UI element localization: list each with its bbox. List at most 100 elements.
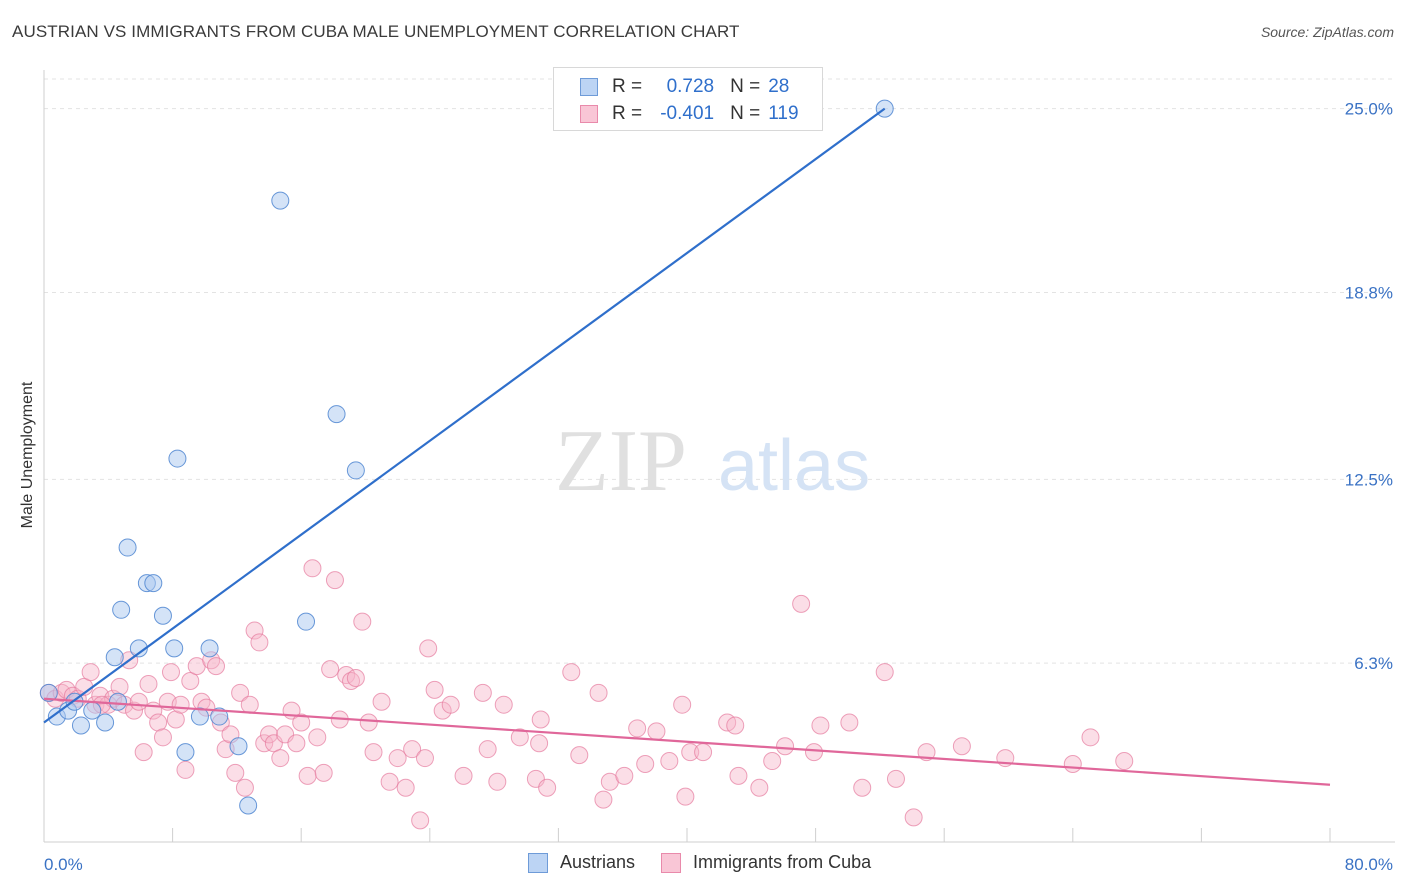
cuba-point [694,743,713,762]
cuba-point [454,766,473,785]
legend-r-value-austrians: 0.728 [666,76,715,97]
cuba-point [415,749,434,768]
cuba-point [840,713,859,732]
cuba-point [419,639,438,658]
austrian-point [297,612,316,631]
austrian-point [118,538,137,557]
cuba-point [166,710,185,729]
cuba-point [1063,755,1082,774]
cuba-point [139,674,158,693]
cuba-point [589,683,608,702]
cuba-point [81,663,100,682]
y-tick-label: 12.5% [1345,470,1393,489]
cuba-point [396,778,415,797]
austrian-point [96,713,115,732]
cuba-point [952,737,971,756]
cuba-point [134,743,153,762]
y-tick-label: 6.3% [1354,654,1393,673]
cuba-point [636,755,655,774]
cuba-point [255,734,274,753]
cuba-point [510,728,529,747]
cuba-point [917,743,936,762]
legend-n-value-austrians: 28 [768,76,790,97]
cuba-point [149,713,168,732]
series-austrians-points [39,99,894,815]
cuba-point [792,594,811,613]
cuba-point [207,657,226,676]
cuba-trend-line [43,697,1331,786]
austrian-point [165,639,184,658]
austrian-point [71,716,90,735]
legend-label-cuba: Immigrants from Cuba [693,852,872,872]
austrian-point [176,743,195,762]
cuba-point [403,740,422,759]
cuba-point [750,778,769,797]
austrian-point [229,737,248,756]
legend-row-cuba: R = -0.401 N = 119 [580,101,799,127]
legend-swatch-austrians [580,78,598,96]
cuba-point [372,692,391,711]
legend-swatch-cuba [661,852,682,873]
watermark: ZIP atlas [555,413,870,510]
legend-swatch-austrians [528,852,548,873]
cuba-point [292,713,311,732]
austrian-point [210,707,229,726]
cuba-point [380,772,399,791]
cuba-point [729,766,748,785]
correlation-legend: R = 0.728 N = 28 R = -0.401 N = 119 [553,67,823,131]
cuba-point [425,680,444,699]
cuba-point [763,752,782,771]
legend-swatch-cuba [580,105,598,123]
cuba-point [161,663,180,682]
cuba-point [811,716,830,735]
cuba-point [364,743,383,762]
legend-r-value-cuba: -0.401 [660,103,715,124]
cuba-point [271,749,290,768]
cuba-point [473,683,492,702]
cuba-point [245,621,264,640]
austrian-point [153,606,172,625]
cuba-point [530,734,549,753]
cuba-point [886,769,905,788]
cuba-point [287,734,306,753]
axes [43,70,1395,843]
cuba-point [647,722,666,741]
cuba-point [235,778,254,797]
x-tick-label-min: 0.0% [44,855,83,874]
austrian-point [105,648,124,667]
series-cuba-points [39,559,1134,830]
cuba-point [488,772,507,791]
cuba-point [125,701,144,720]
cuba-point [176,760,195,779]
cuba-point [628,719,647,738]
austrian-point [39,683,58,702]
cuba-point [359,713,378,732]
cuba-point [314,763,333,782]
cuba-point [129,692,148,711]
cuba-point [260,725,279,744]
austrians-trend-line [43,107,886,724]
cuba-point [538,778,557,797]
cuba-point [153,728,172,747]
cuba-point [325,571,344,590]
cuba-point [231,683,250,702]
legend-label-austrians: Austrians [560,852,636,872]
austrian-point [346,461,365,480]
austrian-point [271,191,290,210]
cuba-point [110,677,129,696]
austrian-point [327,405,346,424]
austrian-point [112,600,131,619]
austrian-point [200,639,219,658]
cuba-point [441,695,460,714]
cuba-point [226,763,245,782]
cuba-point [411,811,430,830]
cuba-point [298,766,317,785]
austrian-point [144,574,163,593]
legend-n-label: N = [730,103,761,124]
cuba-point [353,612,372,631]
cuba-point [660,752,679,771]
cuba-point [337,666,356,685]
legend-item-cuba: Immigrants from Cuba [661,852,871,873]
source-label: Source: ZipAtlas.com [1260,24,1394,40]
